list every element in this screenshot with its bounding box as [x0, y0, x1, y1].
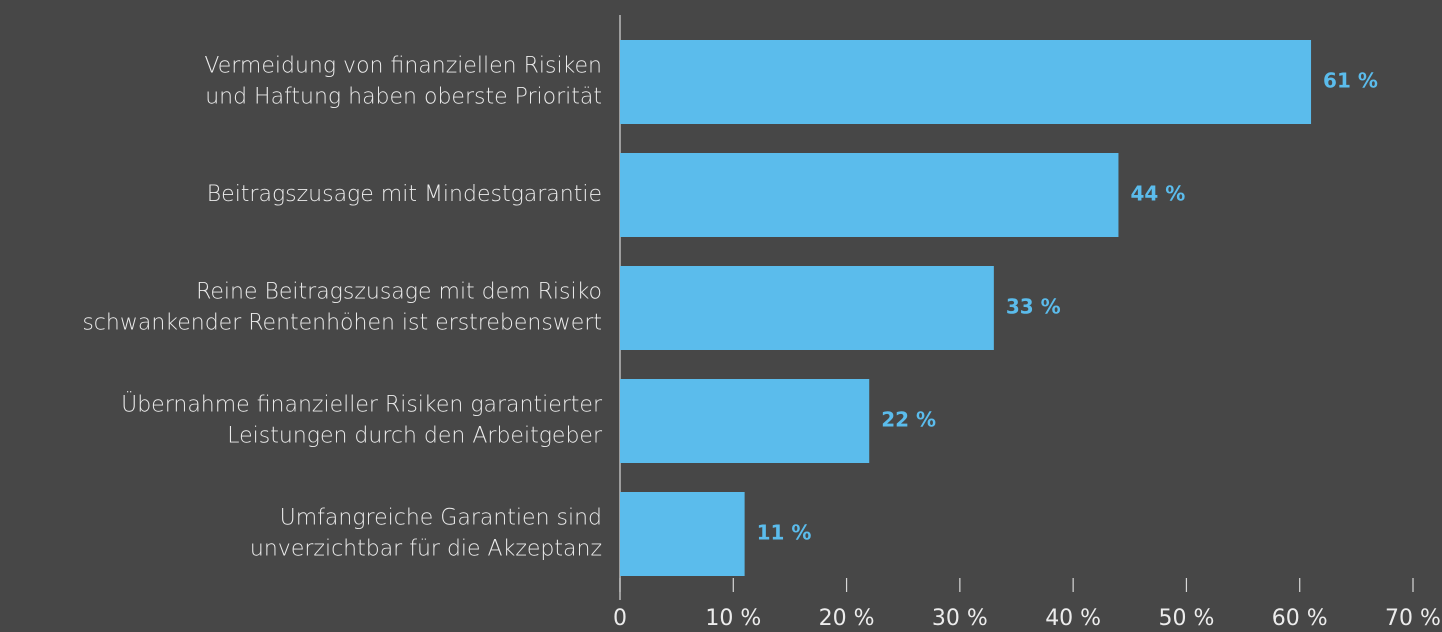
x-tick-label: 70 % — [1385, 606, 1441, 631]
x-tick-label: 40 % — [1045, 606, 1101, 631]
value-label: 33 % — [1006, 295, 1061, 319]
x-tick-label: 0 — [613, 606, 627, 631]
bar — [620, 266, 994, 350]
x-tick-label: 30 % — [932, 606, 988, 631]
category-label: Umfangreiche Garantien sind — [280, 506, 602, 531]
x-tick-label: 20 % — [819, 606, 875, 631]
bar — [620, 153, 1119, 237]
category-label: Übernahme finanzieller Risiken garantier… — [121, 391, 603, 418]
category-label: schwankender Rentenhöhen ist erstrebensw… — [82, 311, 602, 336]
category-label: Leistungen durch den Arbeitgeber — [227, 424, 603, 449]
category-label: Beitragszusage mit Mindestgarantie — [207, 182, 602, 207]
x-tick-label: 60 % — [1272, 606, 1328, 631]
value-label: 22 % — [881, 408, 936, 432]
value-label: 11 % — [757, 521, 812, 545]
category-label: unverzichtbar für die Akzeptanz — [250, 537, 602, 562]
bar — [620, 379, 870, 463]
value-label: 44 % — [1130, 182, 1185, 206]
category-label: Reine Beitragszusage mit dem Risiko — [196, 280, 602, 305]
bar — [620, 40, 1312, 124]
x-tick-label: 10 % — [705, 606, 761, 631]
category-label: Vermeidung von finanziellen Risiken — [204, 54, 602, 79]
bar — [620, 492, 745, 576]
category-label: und Haftung haben oberste Priorität — [205, 85, 602, 110]
x-tick-label: 50 % — [1158, 606, 1214, 631]
value-label: 61 % — [1323, 69, 1378, 93]
